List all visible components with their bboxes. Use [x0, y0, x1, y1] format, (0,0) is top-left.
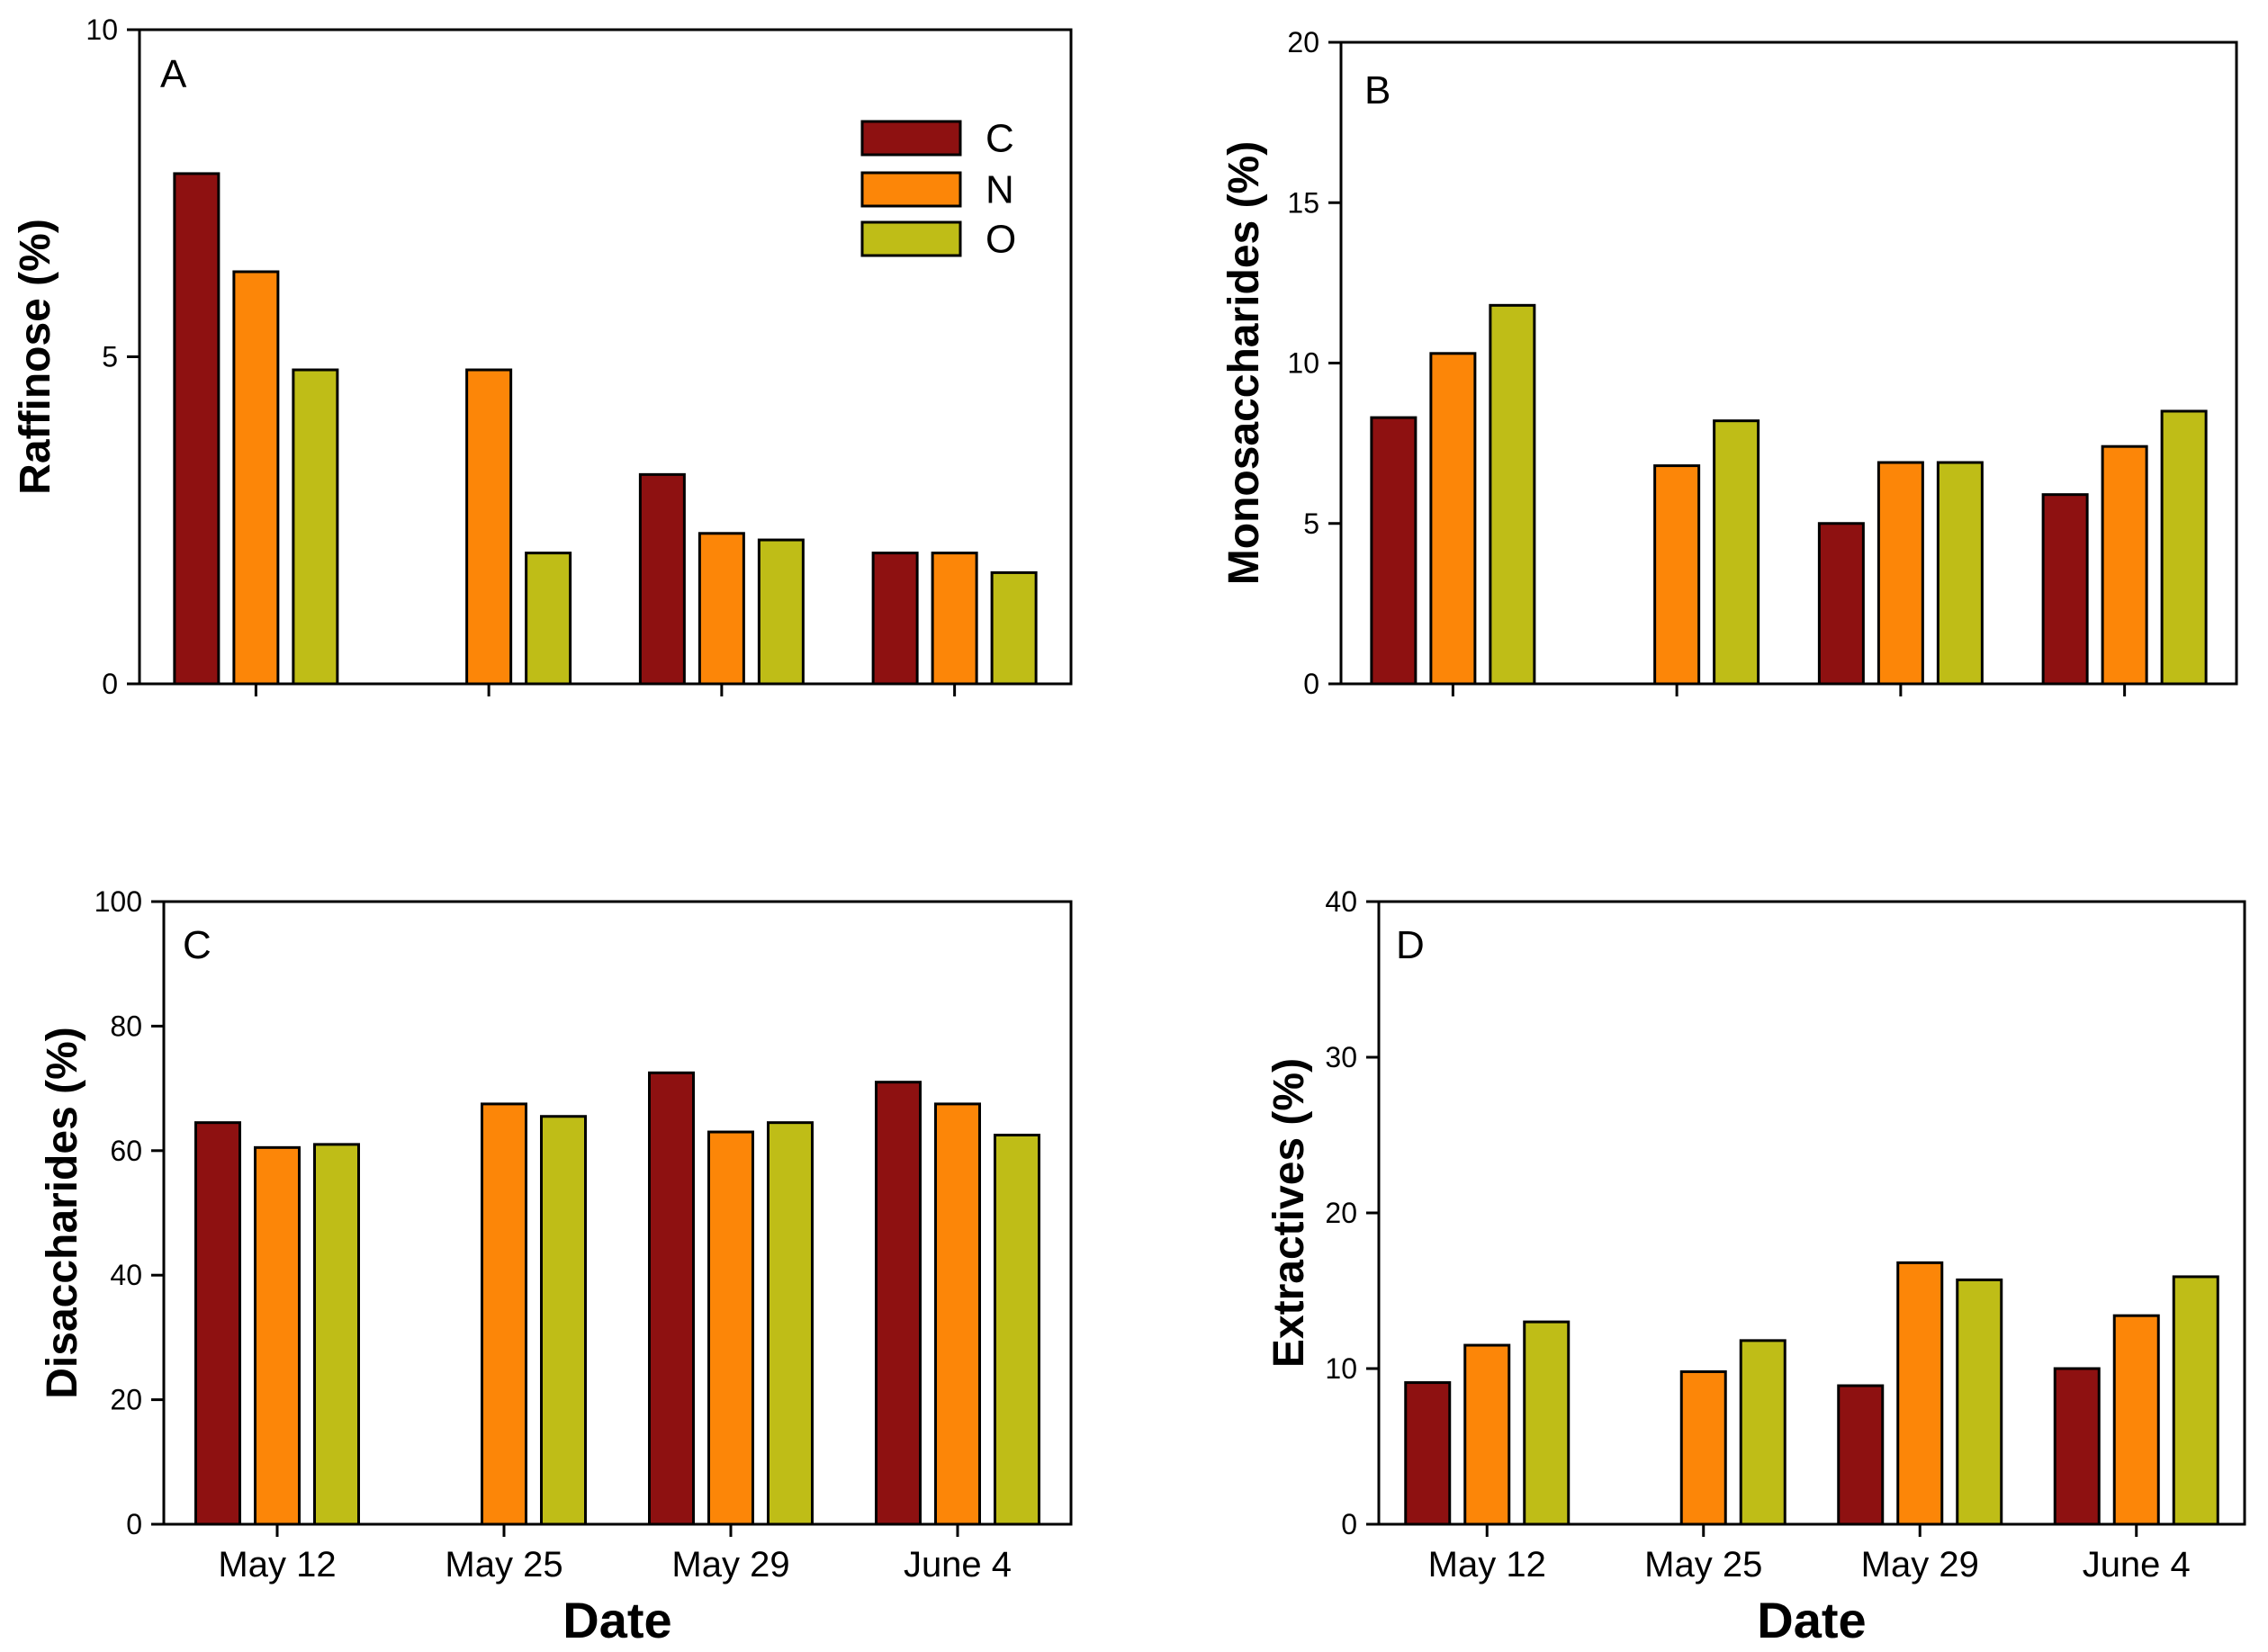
legend-label-o: O [986, 218, 1016, 262]
panel-c-y-axis-title: Disaccharides (%) [39, 1027, 86, 1399]
bar-panel-b-may12-o [1489, 303, 1536, 686]
bar-panel-b-may29-c [1817, 522, 1865, 686]
bar-panel-a-june4-c [871, 552, 919, 686]
panel-d-ytick-label: 30 [1325, 1041, 1357, 1073]
bar-panel-a-june4-o [990, 570, 1038, 686]
bar-panel-d-may12-c [1404, 1381, 1452, 1526]
panel-b-ytick-label: 10 [1287, 347, 1319, 380]
bar-panel-a-june4-n [931, 552, 978, 686]
bar-panel-d-may29-n [1896, 1261, 1944, 1526]
bar-panel-c-may12-n [254, 1145, 301, 1526]
panel-b-y-axis-title: Monosaccharides (%) [1220, 141, 1268, 585]
bar-panel-a-may29-n [698, 532, 745, 686]
bar-panel-d-june4-o [2172, 1275, 2219, 1526]
legend-label-c: C [986, 117, 1014, 161]
panel-c-x-axis-title: Date [562, 1592, 671, 1648]
bar-panel-d-may29-o [1956, 1278, 2003, 1526]
bar-panel-c-may29-n [707, 1130, 754, 1526]
panel-b-ytick-label: 0 [1303, 668, 1319, 700]
bar-panel-d-may12-o [1523, 1320, 1570, 1526]
bar-panel-c-june4-n [934, 1102, 981, 1526]
bar-panel-b-may12-c [1370, 416, 1418, 686]
bar-panel-d-may12-n [1463, 1343, 1511, 1526]
panel-d-x-axis-title: Date [1757, 1592, 1866, 1648]
bar-panel-c-may29-o [767, 1121, 814, 1526]
panel-a-ytick-label: 0 [102, 668, 118, 700]
bar-panel-a-may25-n [465, 368, 513, 686]
panel-d-xtick-label: June 4 [2083, 1545, 2191, 1585]
bar-panel-a-may25-o [525, 552, 572, 686]
panel-c-xtick-label: May 12 [218, 1545, 336, 1585]
panel-b-ytick-label: 15 [1287, 186, 1319, 219]
panel-c-ytick-label: 60 [110, 1135, 142, 1167]
bar-panel-b-june4-n [2101, 444, 2148, 686]
panel-a-ytick-label: 5 [102, 341, 118, 373]
panel-d-ytick-label: 40 [1325, 885, 1357, 918]
bar-panel-b-june4-c [2041, 493, 2089, 686]
bar-panel-a-may12-o [292, 368, 339, 686]
bar-panel-b-may25-o [1713, 419, 1760, 686]
panel-d-xtick-label: May 25 [1644, 1545, 1762, 1585]
panel-d-xtick-label: May 29 [1861, 1545, 1979, 1585]
panel-a-ytick-label: 10 [86, 13, 118, 46]
panel-b-letter: B [1364, 68, 1390, 112]
bar-panel-a-may29-c [638, 472, 686, 686]
legend-swatch-o [860, 220, 962, 257]
panel-d-y-axis-title: Extractives (%) [1265, 1058, 1313, 1368]
panel-c-letter: C [183, 923, 212, 967]
bar-panel-c-may12-o [313, 1143, 360, 1526]
panel-a-letter: A [160, 52, 187, 96]
bar-panel-c-may25-n [481, 1102, 527, 1526]
bar-panel-b-may29-n [1876, 461, 1924, 686]
panel-a-y-axis-title: Raffinose (%) [12, 219, 59, 495]
panel-c-ytick-label: 40 [110, 1259, 142, 1291]
bar-panel-b-june4-o [2160, 409, 2208, 686]
bar-panel-d-may25-n [1679, 1369, 1727, 1526]
legend-label-n: N [986, 168, 1014, 212]
panel-c-ytick-label: 0 [126, 1508, 142, 1540]
legend-swatch-c [860, 120, 962, 157]
panel-d-ytick-label: 0 [1341, 1508, 1357, 1540]
panel-c-xtick-label: May 29 [671, 1545, 789, 1585]
bar-panel-c-may29-c [648, 1071, 695, 1526]
panel-c-xtick-label: May 25 [445, 1545, 562, 1585]
bar-panel-b-may12-n [1429, 352, 1477, 686]
bar-panel-d-may25-o [1739, 1339, 1786, 1526]
panel-c-ytick-label: 100 [94, 885, 142, 918]
bar-panel-b-may29-o [1936, 461, 1984, 686]
panel-c-xtick-label: June 4 [904, 1545, 1012, 1585]
bar-panel-d-may29-c [1837, 1384, 1885, 1526]
bar-panel-a-may12-n [232, 270, 280, 686]
panel-c-ytick-label: 20 [110, 1384, 142, 1416]
bar-panel-b-may25-n [1653, 464, 1701, 686]
bar-panel-c-june4-o [994, 1134, 1040, 1526]
panel-d-ytick-label: 10 [1325, 1352, 1357, 1385]
bar-panel-c-june4-c [875, 1081, 922, 1526]
panel-b-ytick-label: 5 [1303, 507, 1319, 540]
panel-d-ytick-label: 20 [1325, 1197, 1357, 1229]
panel-d-xtick-label: May 12 [1428, 1545, 1546, 1585]
bar-panel-a-may12-c [173, 172, 220, 686]
panel-b-ytick-label: 20 [1287, 26, 1319, 58]
bar-panel-d-june4-c [2053, 1367, 2101, 1526]
bar-panel-a-may29-o [757, 538, 805, 686]
bar-panel-c-may12-c [194, 1121, 241, 1526]
panel-c-frame [162, 900, 1073, 1526]
legend-swatch-n [860, 171, 962, 208]
bar-panel-c-may25-o [540, 1115, 587, 1526]
panel-c-ytick-label: 80 [110, 1010, 142, 1042]
bar-panel-d-june4-n [2112, 1314, 2160, 1526]
panel-d-letter: D [1396, 923, 1425, 967]
